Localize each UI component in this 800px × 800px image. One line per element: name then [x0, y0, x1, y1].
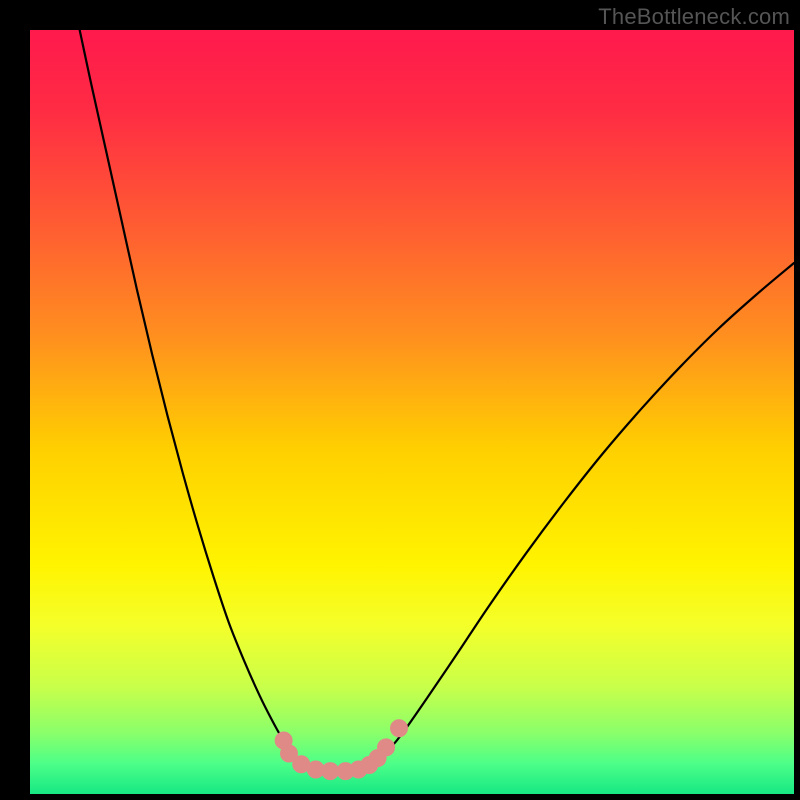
bottleneck-curve-chart — [0, 0, 800, 800]
curve-marker — [378, 739, 395, 756]
chart-canvas: TheBottleneck.com — [0, 0, 800, 800]
curve-marker — [322, 763, 339, 780]
curve-marker — [391, 720, 408, 737]
watermark-label: TheBottleneck.com — [598, 4, 790, 30]
plot-background — [30, 30, 794, 794]
